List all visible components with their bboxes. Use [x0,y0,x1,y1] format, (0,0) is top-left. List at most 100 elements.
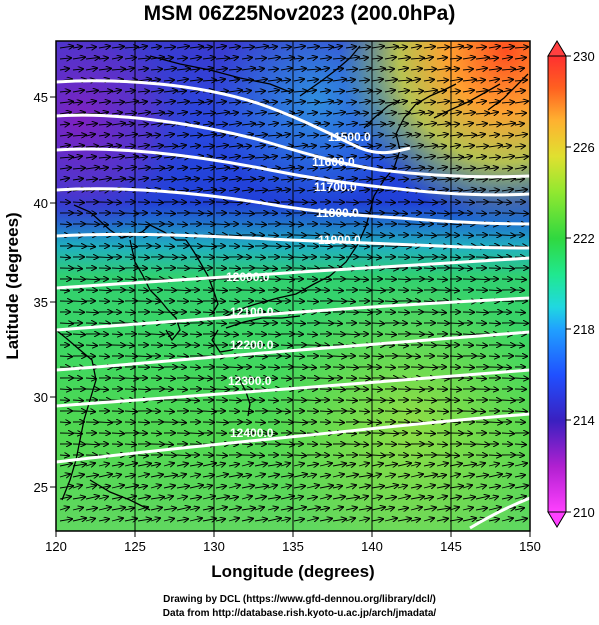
wind-arrow [124,146,135,147]
wind-arrow [332,112,345,114]
wind-arrow [189,202,200,203]
wind-arrow [137,58,150,59]
wind-arrow [111,301,123,302]
wind-arrow [254,464,267,467]
wind-arrow [228,433,240,434]
wind-arrow [371,91,381,92]
wind-arrow [124,378,138,379]
wind-arrow [228,202,242,203]
wind-arrow [449,79,462,81]
wind-arrow [449,124,459,125]
wind-arrow [280,246,290,247]
contour-label-11600: 11600.0 [312,155,355,169]
y-tick-label: 35 [34,295,48,310]
wind-arrow [202,134,216,136]
wind-arrow [267,156,277,158]
wind-arrow [436,80,448,81]
wind-arrow [462,179,473,181]
wind-arrow [98,389,108,390]
wind-arrow [410,135,420,137]
wind-arrow [475,58,489,60]
wind-arrow [462,433,472,434]
wind-arrow [319,190,332,192]
wind-arrow [358,91,372,93]
wind-arrow [449,69,459,71]
wind-arrow [111,367,121,368]
wind-arrow [98,168,108,170]
wind-arrow [176,168,187,170]
wind-arrow [371,69,385,71]
wind-arrow [436,167,447,169]
wind-arrow [150,47,161,49]
wind-arrow [137,224,150,225]
wind-arrow [384,113,396,115]
wind-arrow [85,91,98,93]
wind-arrow [215,389,229,390]
wind-arrow [384,146,395,148]
wind-arrow [345,90,358,92]
wind-arrow [72,400,83,401]
wind-arrow [410,145,423,147]
wind-arrow [85,167,99,169]
wind-arrow [293,455,306,456]
wind-arrow [59,464,72,467]
wind-arrow [319,167,331,169]
wind-arrow [176,290,190,291]
wind-arrow [241,146,251,147]
wind-arrow [85,124,97,126]
wind-arrow [111,123,125,125]
wind-arrow [449,135,462,137]
y-tick-label: 45 [34,90,48,105]
wind-arrow [423,179,436,181]
wind-arrow [137,157,147,158]
wind-arrow [371,356,383,357]
wind-arrow [163,167,173,169]
wind-arrow [72,57,85,59]
wind-arrow [137,145,149,147]
wind-arrow [59,102,73,104]
colorbar-tick-label: 210 [573,505,595,520]
colorbar-tick-label: 226 [573,140,595,155]
wind-arrow [202,378,212,379]
wind-arrow [475,279,489,280]
wind-arrow [228,179,241,181]
wind-arrow [423,400,436,401]
wind-arrow [397,58,410,60]
wind-arrow [423,113,433,115]
wind-arrow [423,90,437,92]
wind-arrow [85,101,96,103]
wind-arrow [475,91,488,93]
wind-arrow [345,69,357,70]
wind-arrow [397,345,408,346]
contour-label-12200: 12200.0 [230,338,274,352]
wind-arrow [410,112,424,114]
wind-arrow [501,179,515,181]
wind-arrow [358,179,371,180]
wind-arrow [98,124,111,125]
wind-arrow [215,46,226,48]
wind-arrow [137,422,149,423]
wind-arrow [189,367,200,368]
wind-arrow [98,474,112,477]
wind-arrow [59,290,69,291]
wind-arrow [280,345,292,346]
wind-arrow [449,257,460,258]
wind-arrow [293,102,305,104]
wind-arrow [280,157,291,159]
wind-arrow [189,301,202,302]
wind-arrow [150,268,161,269]
wind-arrow [111,464,123,466]
wind-arrow [293,58,303,59]
wind-arrow [241,213,254,214]
wind-arrow [475,312,488,313]
wind-arrow [124,47,138,48]
wind-arrow [501,367,511,368]
wind-arrow [332,157,342,158]
wind-arrow [280,279,294,280]
wind-arrow [241,312,251,313]
wind-arrow [163,113,173,114]
wind-arrow [254,135,267,137]
wind-arrow [59,58,71,59]
wind-arrow [358,68,371,70]
wind-arrow [345,464,355,466]
